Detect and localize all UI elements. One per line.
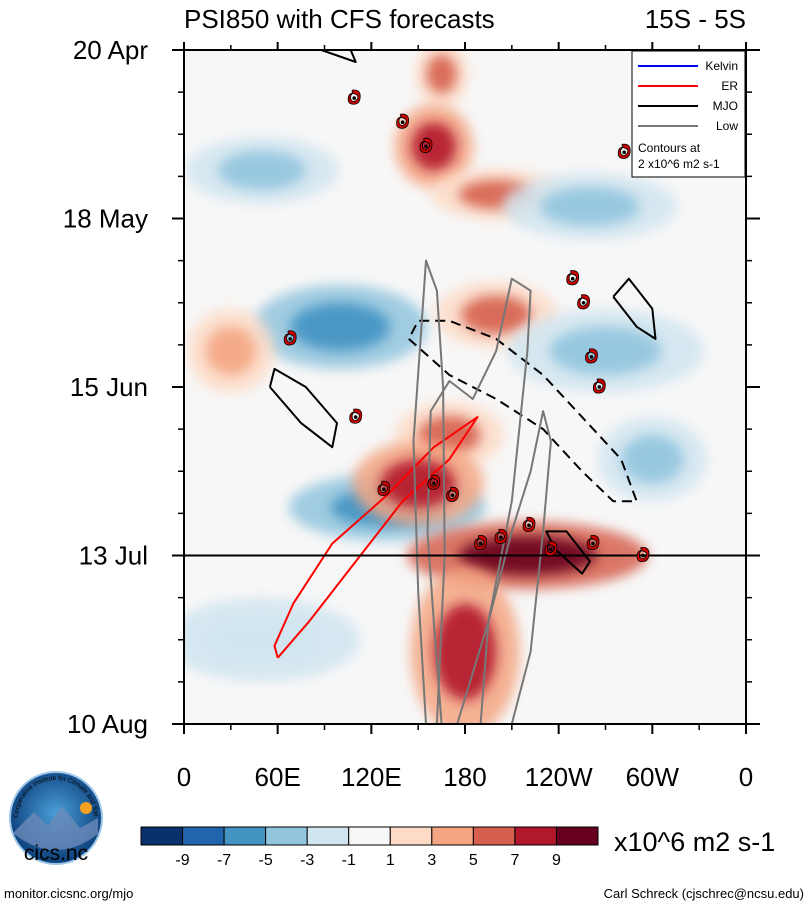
x-tick-label: 60W bbox=[626, 762, 680, 792]
anomaly-blob-core bbox=[461, 295, 532, 335]
colorbar-swatch bbox=[555, 826, 599, 846]
y-tick-label: 15 Jun bbox=[70, 372, 148, 402]
contour-mjo bbox=[321, 50, 357, 63]
anomaly-blob-core bbox=[218, 151, 306, 190]
storm-marker bbox=[636, 546, 650, 563]
colorbar-swatch bbox=[306, 826, 350, 846]
y-tick-label: 13 Jul bbox=[79, 541, 148, 571]
storm-marker bbox=[592, 378, 606, 394]
anomaly-blob-core bbox=[205, 326, 256, 375]
author-credit: Carl Schreck (cjschrec@ncsu.edu) bbox=[604, 886, 804, 901]
storm-marker bbox=[586, 534, 600, 551]
legend-label: ER bbox=[721, 79, 738, 93]
contour-low bbox=[412, 259, 446, 724]
colorbar-label: 7 bbox=[510, 852, 519, 869]
colorbar-label: -9 bbox=[175, 852, 189, 869]
colorbar-label: 3 bbox=[427, 852, 436, 869]
storm-marker bbox=[347, 89, 361, 105]
colorbar-swatch bbox=[140, 826, 184, 846]
storm-marker bbox=[566, 270, 580, 286]
colorbar-swatch bbox=[348, 826, 391, 846]
storm-marker bbox=[522, 516, 536, 532]
colorbar-label: 5 bbox=[469, 852, 478, 869]
x-tick-label: 60E bbox=[255, 762, 301, 792]
contour-note-2: 2 x10^6 m2 s-1 bbox=[638, 157, 720, 171]
storm-marker bbox=[349, 408, 363, 424]
logo-name: cics.nc bbox=[24, 842, 88, 865]
colorbar-label: -1 bbox=[342, 852, 356, 869]
storm-layer bbox=[283, 89, 650, 563]
x-tick-label: 180 bbox=[443, 762, 486, 792]
colorbar-label: -5 bbox=[259, 852, 273, 869]
contour-mjo bbox=[407, 319, 638, 503]
anomaly-blob-core bbox=[433, 603, 497, 700]
storm-marker bbox=[617, 143, 631, 159]
colorbar: -9 -7 -5 -3 -1 1 3 5 7 9 x10^6 m2 s-1 bbox=[140, 826, 775, 869]
x-tick-label: 120W bbox=[525, 762, 593, 792]
anomaly-blob-core bbox=[290, 302, 391, 351]
colorbar-label: -7 bbox=[217, 852, 231, 869]
anomaly-blob-core bbox=[411, 122, 457, 171]
y-axis: 20 Apr 18 May 15 Jun 13 Jul 10 Aug bbox=[63, 35, 760, 739]
chart-title: PSI850 with CFS forecasts bbox=[184, 4, 495, 34]
colorbar-swatch bbox=[223, 826, 267, 846]
contour-mjo bbox=[268, 367, 338, 449]
legend-label: MJO bbox=[713, 99, 738, 113]
colorbar-swatch bbox=[182, 826, 225, 846]
x-axis: 0 60E 120E 180 120W 60W 0 bbox=[177, 42, 753, 792]
anomaly-blob-core bbox=[426, 54, 457, 94]
colorbar-swatch bbox=[514, 826, 557, 846]
source-url: monitor.cicsnc.org/mjo bbox=[4, 886, 133, 901]
storm-marker bbox=[585, 348, 598, 364]
storm-marker bbox=[474, 534, 488, 551]
contour-note-1: Contours at bbox=[638, 141, 701, 155]
legend-label: Low bbox=[716, 119, 738, 133]
legend: Kelvin ER MJO Low Contours at 2 x10^6 m2 s-… bbox=[631, 50, 746, 178]
contour-mjo bbox=[545, 530, 591, 575]
colorbar-label: -3 bbox=[300, 852, 314, 869]
anomaly-blob-core bbox=[539, 187, 640, 226]
region-label: 15S - 5S bbox=[645, 4, 746, 34]
storm-marker bbox=[494, 528, 508, 544]
colorbar-swatch bbox=[265, 826, 308, 846]
colorbar-swatch bbox=[472, 826, 516, 846]
y-tick-label: 18 May bbox=[63, 204, 148, 234]
storm-marker bbox=[577, 294, 590, 310]
anomaly-blob-core bbox=[549, 326, 662, 375]
colorbar-units: x10^6 m2 s-1 bbox=[614, 827, 775, 857]
x-tick-label: 0 bbox=[177, 762, 191, 792]
anomaly-blob-core bbox=[205, 615, 319, 664]
contour-er bbox=[273, 416, 479, 659]
storm-marker bbox=[419, 137, 433, 153]
anomaly-blob-core bbox=[621, 435, 684, 484]
y-tick-label: 20 Apr bbox=[73, 35, 149, 65]
colorbar-swatch bbox=[389, 826, 433, 846]
y-tick-label: 10 Aug bbox=[67, 709, 148, 739]
colorbar-swatch bbox=[431, 826, 474, 846]
storm-marker bbox=[427, 474, 441, 490]
colorbar-label: 1 bbox=[386, 852, 395, 869]
contour-mjo bbox=[612, 277, 657, 340]
contour-layer bbox=[268, 50, 657, 724]
storm-marker bbox=[446, 486, 459, 502]
x-tick-label: 120E bbox=[341, 762, 402, 792]
contour-low bbox=[479, 410, 552, 724]
storm-marker bbox=[544, 540, 558, 557]
logo-ring-text: Cooperative Institute for Climate and Sa… bbox=[0, 0, 99, 818]
storm-marker bbox=[396, 113, 410, 129]
x-tick-label: 0 bbox=[739, 762, 753, 792]
colorbar-label: 9 bbox=[552, 852, 561, 869]
legend-box bbox=[631, 50, 746, 178]
contour-low bbox=[426, 277, 532, 724]
legend-label: Kelvin bbox=[705, 59, 738, 73]
storm-marker bbox=[377, 480, 391, 496]
storm-marker bbox=[283, 330, 297, 346]
